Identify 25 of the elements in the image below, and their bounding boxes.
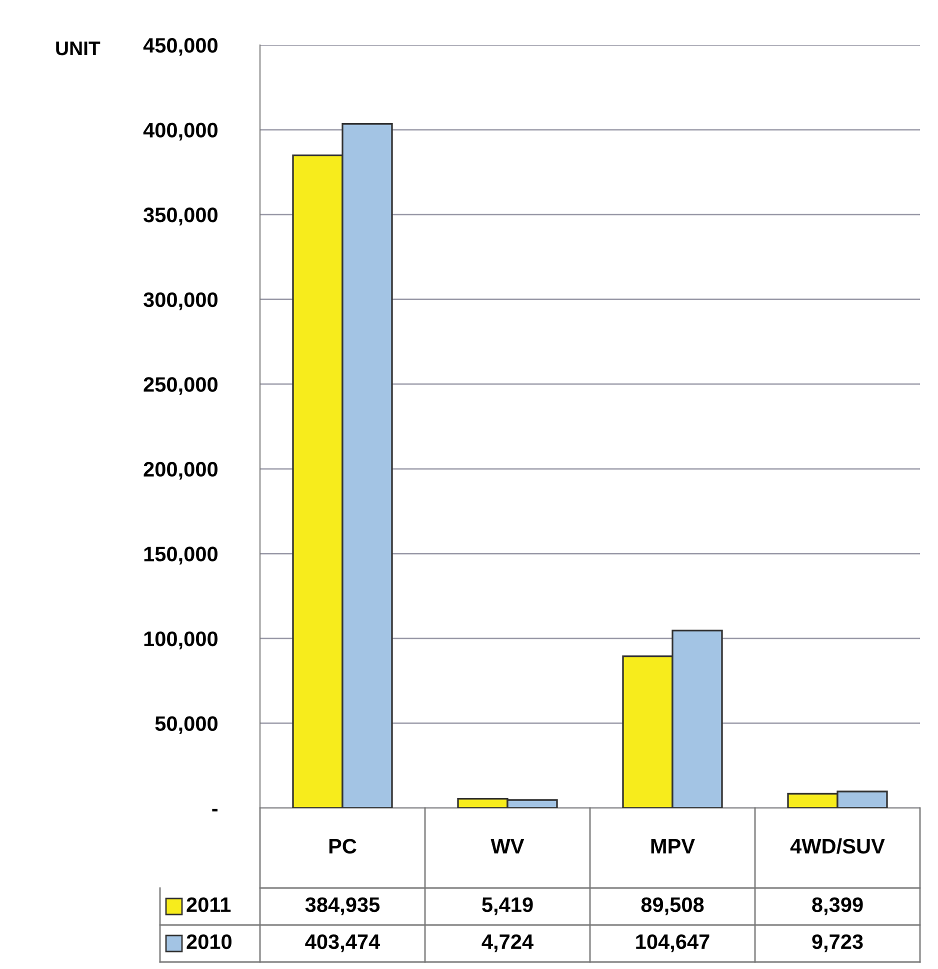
x-tick-label: MPV: [651, 839, 695, 854]
y-tick-label: 350,000: [144, 208, 218, 226]
y-tick-label: 100,000: [144, 631, 218, 650]
y-tick-label: 250,000: [144, 377, 218, 395]
y-tick-label: 450,000: [143, 38, 218, 56]
x-tick-label: WV: [490, 839, 524, 854]
y-tick-label: -: [212, 808, 218, 812]
legend-label: 2010: [186, 934, 232, 950]
data-label: 89,508: [641, 897, 704, 916]
data-label: 384,935: [305, 897, 380, 916]
data-label: 9,723: [812, 934, 863, 952]
x-tick-label: PC: [329, 838, 356, 854]
y-tick-label: 50,000: [155, 716, 218, 734]
y-tick-label: 300,000: [144, 292, 218, 310]
data-label: 5,419: [482, 897, 533, 916]
y-tick-label: 150,000: [144, 546, 218, 564]
legend-label: 2011: [186, 897, 231, 912]
y-tick-label: 400,000: [143, 122, 218, 141]
y-tick-label: 200,000: [144, 462, 218, 480]
data-label: 8,399: [812, 897, 863, 916]
data-label: 4,724: [482, 934, 534, 952]
data-label: 403,474: [305, 934, 380, 952]
data-label: 104,647: [636, 934, 710, 952]
y-axis-title: UNIT: [56, 42, 100, 56]
x-tick-label: 4WD/SUV: [790, 838, 885, 854]
